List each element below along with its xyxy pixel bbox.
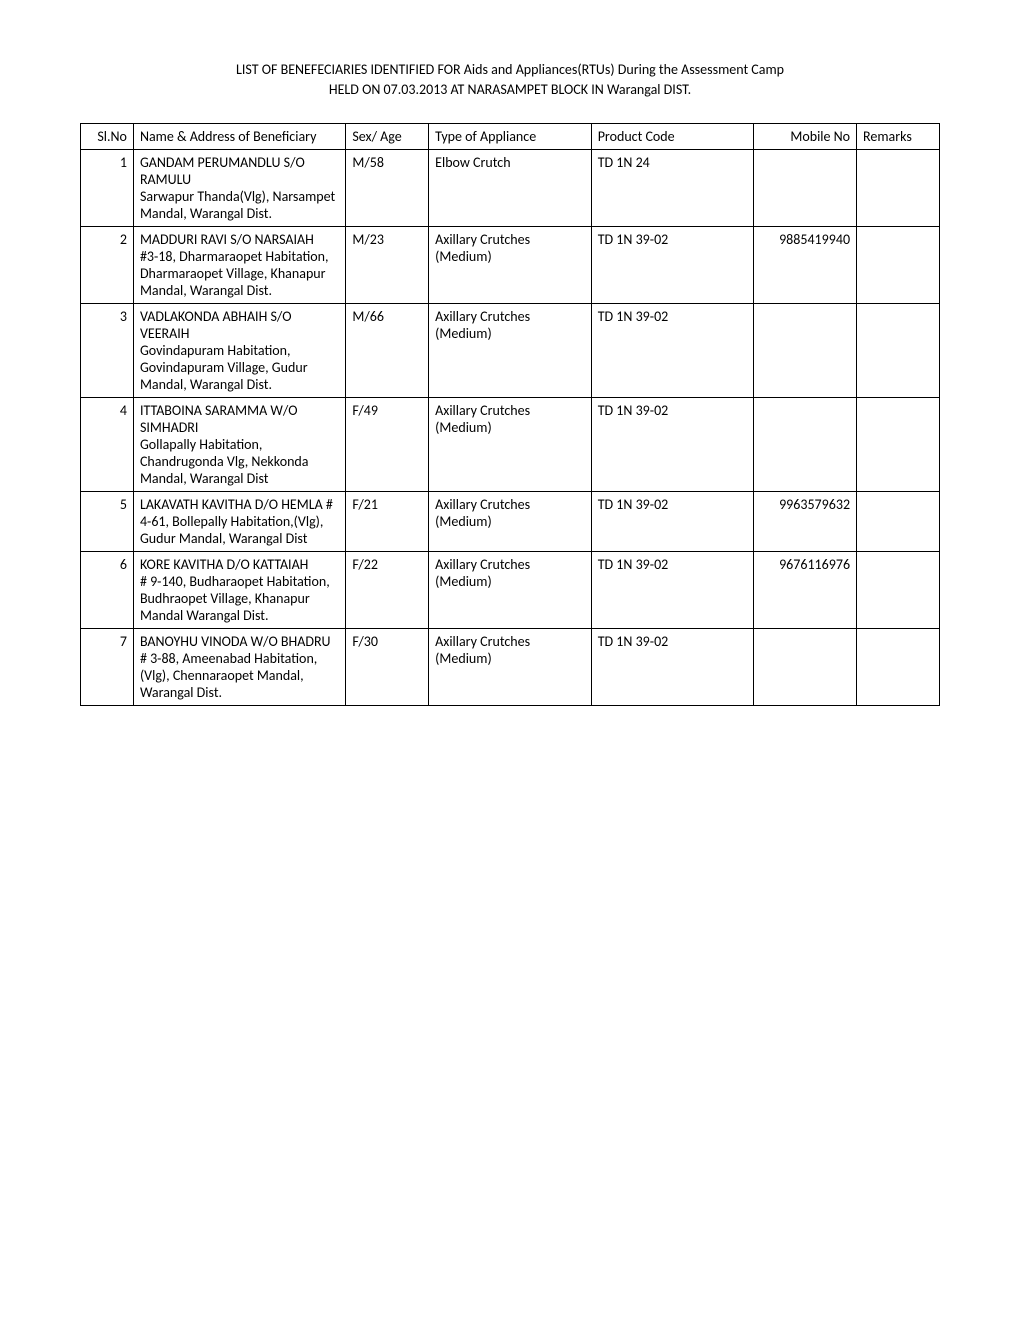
table-body: 1 GANDAM PERUMANDLU S/O RAMULU Sarwapur … [81,150,940,706]
header-slno: Sl.No [81,124,134,150]
cell-mobile: 9676116976 [754,552,857,629]
cell-slno: 3 [81,304,134,398]
beneficiaries-table: Sl.No Name & Address of Beneficiary Sex/… [80,123,940,706]
cell-mobile [754,150,857,227]
cell-sex: F/21 [346,492,429,552]
title-line-1: LIST OF BENEFECIARIES IDENTIFIED FOR Aid… [80,60,940,80]
cell-type: Axillary Crutches (Medium) [429,492,592,552]
cell-type: Axillary Crutches (Medium) [429,227,592,304]
cell-mobile [754,398,857,492]
table-row: 6 KORE KAVITHA D/O KATTAIAH # 9-140, Bud… [81,552,940,629]
table-row: 5 LAKAVATH KAVITHA D/O HEMLA # 4-61, Bol… [81,492,940,552]
cell-slno: 6 [81,552,134,629]
table-header-row: Sl.No Name & Address of Beneficiary Sex/… [81,124,940,150]
cell-code: TD 1N 39-02 [591,552,753,629]
cell-code: TD 1N 39-02 [591,492,753,552]
cell-code: TD 1N 24 [591,150,753,227]
cell-type: Elbow Crutch [429,150,592,227]
cell-name: BANOYHU VINODA W/O BHADRU # 3-88, Ameena… [133,629,345,706]
header-remarks: Remarks [857,124,940,150]
cell-type: Axillary Crutches (Medium) [429,629,592,706]
header-sex: Sex/ Age [346,124,429,150]
cell-code: TD 1N 39-02 [591,227,753,304]
header-name: Name & Address of Beneficiary [133,124,345,150]
header-code: Product Code [591,124,753,150]
cell-sex: M/58 [346,150,429,227]
cell-mobile [754,304,857,398]
cell-name: MADDURI RAVI S/O NARSAIAH #3-18, Dharmar… [133,227,345,304]
cell-remarks [857,227,940,304]
cell-slno: 4 [81,398,134,492]
cell-remarks [857,150,940,227]
cell-mobile: 9963579632 [754,492,857,552]
cell-remarks [857,304,940,398]
cell-mobile: 9885419940 [754,227,857,304]
cell-sex: F/22 [346,552,429,629]
header-type: Type of Appliance [429,124,592,150]
table-row: 1 GANDAM PERUMANDLU S/O RAMULU Sarwapur … [81,150,940,227]
cell-name: VADLAKONDA ABHAIH S/O VEERAIH Govindapur… [133,304,345,398]
cell-slno: 5 [81,492,134,552]
cell-sex: F/49 [346,398,429,492]
table-row: 4 ITTABOINA SARAMMA W/O SIMHADRI Gollapa… [81,398,940,492]
cell-sex: M/66 [346,304,429,398]
cell-name: LAKAVATH KAVITHA D/O HEMLA # 4-61, Bolle… [133,492,345,552]
cell-slno: 7 [81,629,134,706]
cell-sex: M/23 [346,227,429,304]
header-mobile: Mobile No [754,124,857,150]
document-title: LIST OF BENEFECIARIES IDENTIFIED FOR Aid… [80,60,940,99]
cell-sex: F/30 [346,629,429,706]
cell-slno: 2 [81,227,134,304]
cell-name: ITTABOINA SARAMMA W/O SIMHADRI Gollapall… [133,398,345,492]
cell-type: Axillary Crutches (Medium) [429,304,592,398]
cell-name: KORE KAVITHA D/O KATTAIAH # 9-140, Budha… [133,552,345,629]
cell-name: GANDAM PERUMANDLU S/O RAMULU Sarwapur Th… [133,150,345,227]
table-row: 7 BANOYHU VINODA W/O BHADRU # 3-88, Amee… [81,629,940,706]
cell-slno: 1 [81,150,134,227]
cell-code: TD 1N 39-02 [591,398,753,492]
cell-type: Axillary Crutches (Medium) [429,552,592,629]
table-row: 2 MADDURI RAVI S/O NARSAIAH #3-18, Dharm… [81,227,940,304]
cell-remarks [857,492,940,552]
cell-type: Axillary Crutches (Medium) [429,398,592,492]
cell-mobile [754,629,857,706]
cell-code: TD 1N 39-02 [591,304,753,398]
cell-remarks [857,629,940,706]
cell-code: TD 1N 39-02 [591,629,753,706]
table-row: 3 VADLAKONDA ABHAIH S/O VEERAIH Govindap… [81,304,940,398]
cell-remarks [857,552,940,629]
title-line-2: HELD ON 07.03.2013 AT NARASAMPET BLOCK I… [80,80,940,100]
cell-remarks [857,398,940,492]
